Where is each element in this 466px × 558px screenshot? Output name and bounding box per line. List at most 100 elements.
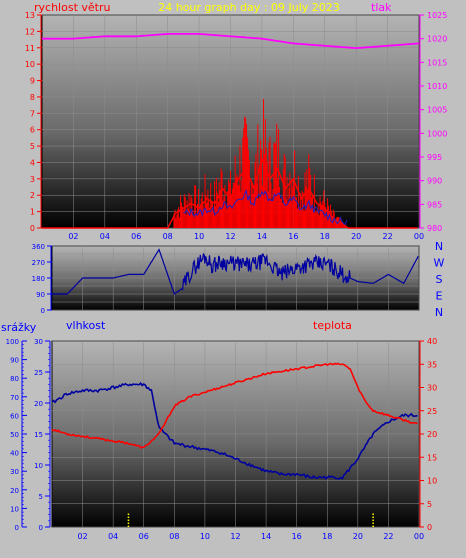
bot-x-tick-5: 12 — [230, 532, 240, 541]
top-left-tick-12: 12 — [25, 27, 35, 36]
wind-speed-line — [42, 156, 418, 229]
temp-tick-7: 35 — [427, 360, 437, 369]
humidity-label: vlhkost — [66, 319, 106, 332]
top-left-tick-6: 6 — [30, 126, 35, 135]
wind-direction-line — [52, 248, 419, 295]
temp-tick-5: 25 — [427, 407, 437, 416]
top-x-tick-8: 18 — [320, 232, 330, 241]
temp-tick-1: 5 — [427, 500, 432, 509]
mid-left-tick-6: 270 — [32, 259, 45, 267]
wind-speed-label: rychlost větru — [34, 1, 110, 14]
rain-tick-5: 50 — [10, 431, 19, 439]
rain-tick-0: 0 — [15, 524, 19, 532]
temperature-label: teplota — [313, 319, 352, 332]
rain-tick-7: 70 — [10, 394, 19, 402]
top-right-tick-9: 1025 — [427, 11, 447, 20]
compass-letter-n-4: N — [435, 306, 443, 319]
temperature-axis: 0 5 10 15 20 25 30 35 40 — [419, 337, 437, 532]
rain-tick-1: 10 — [10, 505, 19, 513]
mid-left-tick-4: 180 — [32, 275, 45, 283]
top-x-tick-0: 02 — [68, 232, 78, 241]
bottom-series-layer — [51, 362, 418, 527]
top-left-tick-2: 2 — [30, 191, 35, 200]
bot-x-tick-11: 00 — [414, 532, 424, 541]
top-x-tick-labels: 02 04 06 08 10 12 14 16 18 20 22 00 — [68, 232, 424, 241]
pressure-label: tlak — [371, 1, 392, 14]
temperature-line — [51, 362, 418, 449]
rain-axis: 0 10 20 30 40 50 60 70 80 90 100 — [6, 338, 27, 532]
top-x-tick-11: 00 — [414, 232, 424, 241]
top-left-tick-3: 3 — [30, 175, 35, 184]
top-left-tick-5: 5 — [30, 142, 35, 151]
bot-x-tick-8: 18 — [322, 532, 332, 541]
top-x-tick-6: 14 — [257, 232, 267, 241]
top-right-tick-8: 1020 — [427, 35, 447, 44]
top-left-tick-7: 7 — [30, 109, 35, 118]
humidity-tick-2: 10 — [34, 462, 43, 470]
humidity-tick-4: 20 — [34, 400, 43, 408]
top-left-tick-9: 9 — [30, 77, 35, 86]
rain-tick-8: 80 — [10, 375, 19, 383]
top-left-tick-10: 10 — [25, 60, 35, 69]
top-right-tick-1: 985 — [427, 200, 442, 209]
temp-tick-0: 0 — [427, 523, 432, 532]
humidity-tick-1: 5 — [39, 493, 43, 501]
wind-average-line — [183, 188, 348, 226]
top-right-tick-6: 1010 — [427, 82, 447, 91]
temp-tick-8: 40 — [427, 337, 437, 346]
bot-x-tick-3: 08 — [169, 532, 179, 541]
mid-left-tick-0: 0 — [41, 307, 45, 315]
top-x-tick-5: 12 — [225, 232, 235, 241]
pressure-line — [42, 33, 420, 50]
humidity-tick-0: 0 — [39, 524, 43, 532]
rain-tick-4: 40 — [10, 450, 19, 458]
top-left-tick-1: 1 — [30, 208, 35, 217]
humidity-tick-5: 25 — [34, 369, 43, 377]
top-x-tick-1: 04 — [100, 232, 110, 241]
bot-x-tick-4: 10 — [200, 532, 210, 541]
top-right-tick-3: 995 — [427, 153, 442, 162]
bot-x-tick-9: 20 — [353, 532, 363, 541]
rain-label: srážky — [1, 321, 37, 334]
chart-title: 24 hour graph day : 09 July 2023 — [158, 1, 340, 14]
top-series-layer — [42, 33, 420, 229]
top-x-tick-2: 06 — [131, 232, 141, 241]
humidity-tick-3: 15 — [34, 431, 43, 439]
top-x-tick-10: 22 — [382, 232, 392, 241]
bot-x-tick-1: 04 — [108, 532, 118, 541]
top-right-tick-0: 980 — [427, 224, 442, 233]
top-right-tick-labels: 980 985 990 995 1000 1005 1010 1015 1020 1025 — [419, 11, 447, 233]
rain-tick-10: 100 — [6, 338, 19, 346]
compass-letter-e-3: E — [436, 290, 443, 303]
middle-series-layer — [52, 248, 419, 295]
wind-gust-bars — [173, 99, 348, 228]
rain-tick-9: 90 — [10, 357, 19, 365]
mid-left-tick-2: 90 — [36, 291, 45, 299]
top-x-tick-9: 20 — [351, 232, 361, 241]
top-x-tick-4: 10 — [194, 232, 204, 241]
mid-left-tick-8: 360 — [32, 243, 45, 251]
bot-x-tick-2: 06 — [139, 532, 149, 541]
temp-tick-6: 30 — [427, 384, 437, 393]
temp-tick-4: 20 — [427, 430, 437, 439]
bot-x-tick-10: 22 — [383, 532, 393, 541]
top-x-tick-3: 08 — [163, 232, 173, 241]
top-left-tick-13: 13 — [25, 11, 35, 20]
compass-letter-n-0: N — [435, 240, 443, 253]
temp-tick-3: 15 — [427, 453, 437, 462]
top-left-tick-11: 11 — [25, 44, 35, 53]
humidity-tick-6: 30 — [34, 338, 43, 346]
compass-letter-s-2: S — [436, 273, 443, 286]
bottom-x-tick-labels: 02 04 06 08 10 12 14 16 18 20 22 00 — [77, 532, 424, 541]
rain-tick-6: 60 — [10, 412, 19, 420]
temp-tick-2: 10 — [427, 477, 437, 486]
top-x-tick-7: 16 — [288, 232, 298, 241]
top-left-tick-0: 0 — [30, 224, 35, 233]
bot-x-tick-6: 14 — [261, 532, 271, 541]
bot-x-tick-0: 02 — [77, 532, 87, 541]
rain-tick-3: 30 — [10, 468, 19, 476]
